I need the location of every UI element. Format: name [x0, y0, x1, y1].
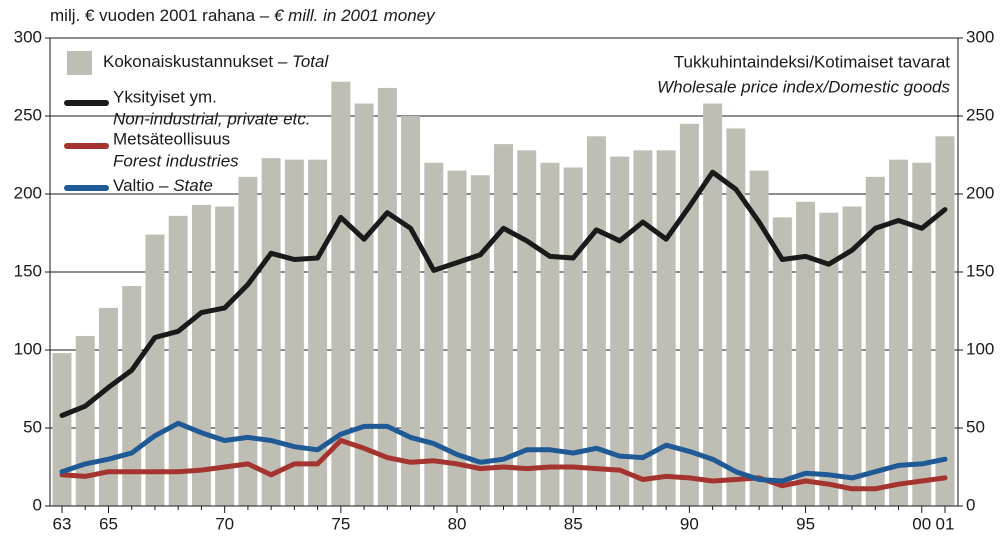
legend-swatch — [67, 51, 92, 75]
bar — [935, 136, 955, 506]
y2-tick-label: 50 — [966, 417, 985, 436]
bar — [796, 201, 816, 507]
annotation: Wholesale price index/Domestic goods — [657, 77, 950, 96]
bar — [191, 204, 211, 507]
legend: Kokonaiskustannukset – Total Yksityiset y… — [64, 51, 329, 195]
annotation: Tukkuhintaindeksi/Kotimaiset tavarat — [674, 52, 951, 71]
axes: 0 50 100 150 200 250 300 0 50 100 150 200 250 300 63 65… — [14, 27, 995, 533]
x-tick-label: 65 — [99, 514, 118, 533]
bar — [703, 103, 723, 507]
bar — [75, 335, 95, 506]
subtitle-fi: milj. € vuoden 2001 rahana – — [50, 6, 270, 25]
y2-tick-label: 200 — [966, 183, 994, 202]
bar — [354, 103, 374, 507]
bar — [656, 150, 676, 506]
subtitle-en: € mill. in 2001 money — [274, 6, 436, 25]
bar — [98, 307, 118, 506]
bar — [865, 176, 885, 506]
bar — [586, 136, 606, 506]
bar — [470, 175, 490, 506]
bar — [331, 81, 351, 507]
line — [59, 169, 948, 418]
bar — [284, 159, 304, 506]
bar — [424, 162, 444, 507]
x-tick-label: 01 — [936, 514, 955, 533]
legend-name: Metsäteollisuus — [113, 129, 230, 148]
bar — [610, 156, 630, 506]
x-tick-label: 95 — [796, 514, 815, 533]
bar — [401, 116, 421, 506]
x-tick-label: 00 — [912, 514, 931, 533]
legend-name: Yksityiset ym. — [113, 87, 217, 106]
x-tick-label: 90 — [680, 514, 699, 533]
y-tick-label: 200 — [14, 183, 42, 202]
x-tick-label: 70 — [215, 514, 234, 533]
bar — [772, 217, 792, 506]
legend-name-en: State — [173, 176, 213, 195]
y-tick-label: 50 — [23, 417, 42, 436]
bar — [633, 150, 653, 506]
bar — [261, 158, 281, 506]
bar — [377, 87, 397, 507]
y2-tick-label: 250 — [966, 105, 994, 124]
legend-name: Valtio – — [113, 176, 169, 195]
bar — [52, 353, 72, 506]
bar — [679, 123, 699, 507]
bar — [889, 159, 909, 506]
bar — [447, 170, 467, 506]
x-tick-label: 63 — [53, 514, 72, 533]
bar — [494, 144, 513, 506]
bar — [912, 162, 932, 507]
y-tick-label: 150 — [14, 261, 42, 280]
y2-tick-label: 150 — [966, 261, 994, 280]
line — [59, 438, 948, 492]
y2-tick-label: 0 — [966, 495, 975, 514]
y2-tick-label: 300 — [966, 27, 994, 46]
bar — [749, 170, 769, 506]
y2-tick-label: 100 — [966, 339, 994, 358]
legend-label: Kokonaiskustannukset – Total — [103, 52, 329, 71]
bar — [238, 176, 258, 506]
y-tick-label: 250 — [14, 105, 42, 124]
legend-name-en: Total — [292, 52, 329, 71]
y-tick-label: 0 — [33, 495, 42, 514]
bar — [842, 206, 862, 507]
subtitle: milj. € vuoden 2001 rahana – € mill. in … — [50, 6, 436, 25]
x-tick-label: 75 — [331, 514, 350, 533]
bar — [168, 215, 188, 506]
legend-name-en: Non-industrial, private etc. — [113, 109, 310, 128]
y-tick-label: 100 — [14, 339, 42, 358]
bars — [52, 81, 955, 507]
bar — [145, 234, 165, 506]
bar — [540, 162, 560, 507]
x-tick-label: 80 — [448, 514, 467, 533]
bar — [215, 206, 235, 507]
line — [59, 420, 948, 484]
x-tick-label: 85 — [564, 514, 583, 533]
bar — [819, 212, 839, 506]
legend-label: Valtio – State — [113, 176, 213, 195]
y-tick-label: 300 — [14, 27, 42, 46]
legend-name-en: Forest industries — [113, 151, 239, 170]
legend-name: Kokonaiskustannukset – — [103, 52, 288, 71]
bar — [726, 128, 746, 507]
lines — [59, 169, 948, 492]
